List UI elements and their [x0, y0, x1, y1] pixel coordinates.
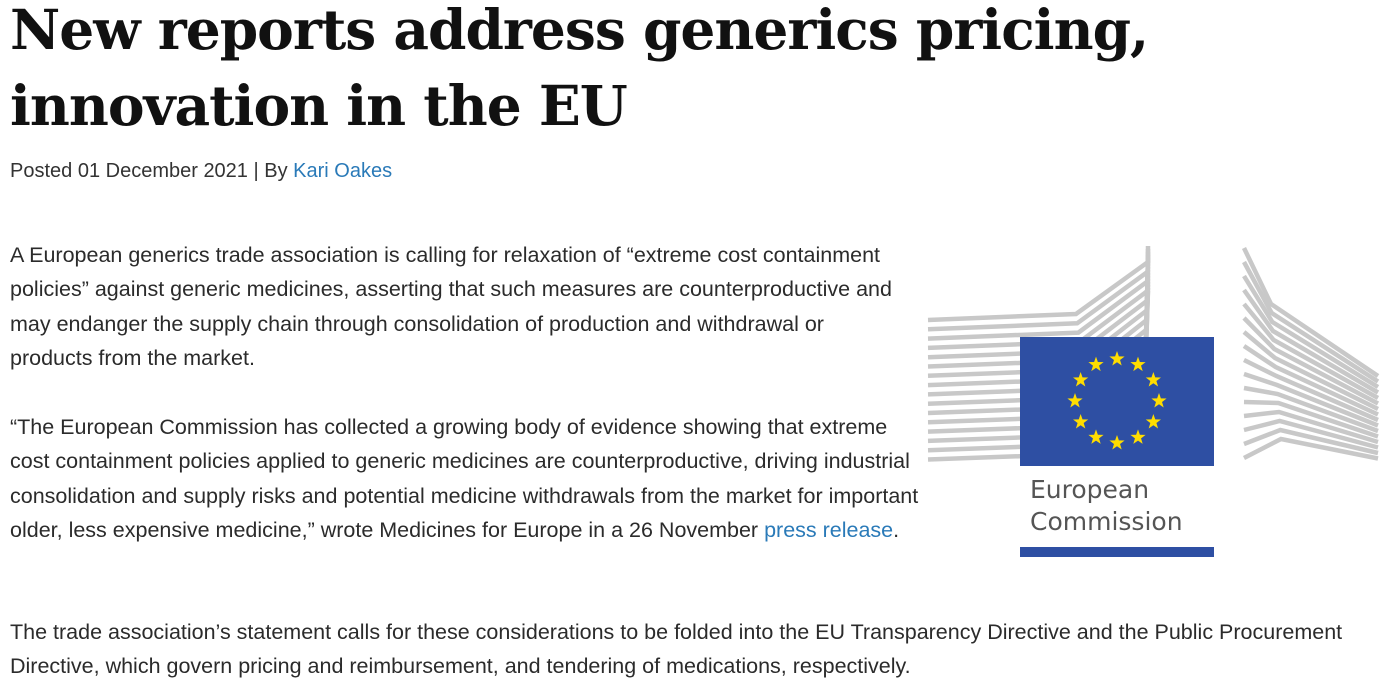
star-icon	[1088, 356, 1104, 372]
eu-flag-stars	[1067, 351, 1167, 450]
byline-date: Posted 01 December 2021 | By	[10, 160, 294, 182]
star-icon	[1145, 372, 1161, 387]
logo-stripe	[1242, 330, 1379, 412]
logo-stripe	[1243, 399, 1379, 439]
logo-stripe	[1242, 316, 1380, 406]
logo-stripe	[1241, 247, 1380, 378]
paragraph-3: The trade association’s statement calls …	[10, 620, 1343, 679]
logo-stripe	[1243, 409, 1379, 445]
logo-text-line2: Commission	[1030, 507, 1183, 536]
star-icon	[1130, 356, 1146, 372]
logo-underline-bar	[1020, 547, 1214, 557]
logo-stripe	[1243, 427, 1379, 456]
star-icon	[1073, 414, 1089, 429]
paragraph-2-text: “The European Commission has collected a…	[10, 415, 919, 542]
logo-stripe	[1242, 302, 1380, 400]
article-title: New reports address generics pricing, in…	[10, 0, 1149, 138]
logo-stripe	[1243, 371, 1379, 428]
european-commission-logo-graphic: European Commission	[927, 246, 1380, 557]
author-link[interactable]: Kari Oakes	[293, 160, 393, 182]
logo-stripe	[1242, 436, 1379, 461]
european-commission-logo: European Commission	[926, 244, 1380, 562]
paragraph-1: A European generics trade association is…	[10, 243, 892, 370]
logo-stripe	[1242, 274, 1380, 389]
logo-text-line1: European	[1030, 475, 1149, 504]
logo-stripe	[1243, 357, 1379, 423]
logo-stripe	[1243, 418, 1379, 450]
logo-stripe	[927, 246, 1151, 323]
logo-stripe	[1242, 288, 1380, 395]
logo-stripe	[1242, 344, 1379, 417]
star-icon	[1109, 435, 1125, 450]
star-icon	[1067, 393, 1083, 408]
star-icon	[1088, 429, 1104, 444]
paragraph-2-end: .	[893, 517, 900, 542]
logo-building-stripes-right	[1241, 247, 1380, 461]
paragraph-2: “The European Commission has collected a…	[10, 410, 925, 547]
star-icon	[1145, 414, 1161, 429]
star-icon	[1130, 429, 1146, 444]
logo-stripe	[1243, 385, 1379, 434]
logo-stripe	[1242, 260, 1380, 384]
press-release-link[interactable]: press release	[764, 517, 894, 542]
byline: Posted 01 December 2021 | By Kari Oakes	[10, 158, 392, 184]
star-icon	[1151, 393, 1167, 408]
star-icon	[1073, 372, 1089, 387]
star-icon	[1109, 351, 1125, 366]
